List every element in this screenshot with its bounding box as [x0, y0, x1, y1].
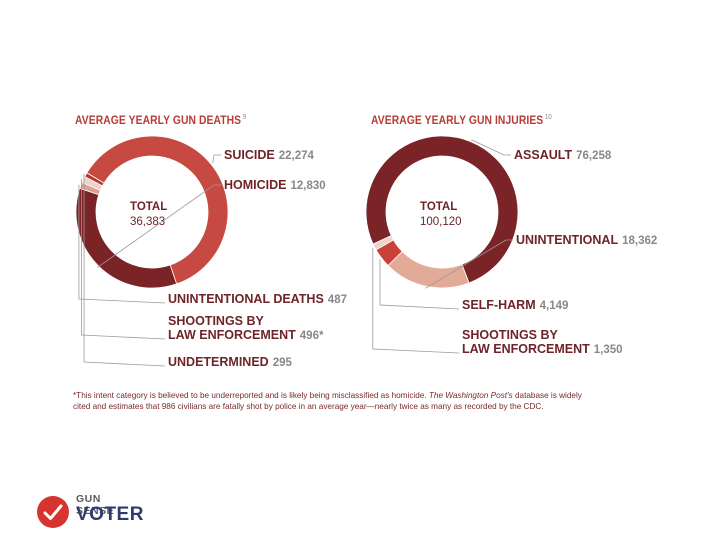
injuries-leader-line-shootings-by-law-enforcement — [372, 247, 460, 354]
deaths-label-text-unintentional-deaths: UNINTENTIONAL DEATHS 487 — [168, 292, 347, 306]
deaths-leader-line-undetermined — [83, 173, 166, 367]
injuries-chart-title: AVERAGE YEARLY GUN INJURIES 10 — [371, 113, 552, 127]
deaths-value-unintentional-deaths: 487 — [328, 294, 347, 306]
injuries-label-text-shootings-by-law-enforcement: LAW ENFORCEMENT 1,350 — [462, 342, 623, 356]
checkmark-badge-icon — [37, 496, 69, 528]
deaths-label-text-undetermined: UNDETERMINED 295 — [168, 355, 292, 369]
deaths-label-suicide: SUICIDE 22,274 — [224, 148, 314, 162]
deaths-leader-line-suicide — [212, 154, 221, 164]
deaths-value-suicide: 22,274 — [279, 150, 315, 162]
footnote-line-2: cited and estimates that 986 civilians a… — [73, 402, 544, 411]
deaths-leader-line-unintentional-deaths — [78, 184, 166, 304]
deaths-value-homicide: 12,830 — [291, 180, 326, 192]
injuries-value-unintentional: 18,362 — [622, 235, 657, 247]
injuries-value-self-harm: 4,149 — [540, 300, 569, 312]
injuries-leader-line-assault — [471, 139, 511, 156]
injuries-label-text-shootings-by-law-enforcement: SHOOTINGS BY — [462, 328, 559, 342]
injuries-label-text-assault: ASSAULT 76,258 — [514, 148, 612, 162]
injuries-label-text-unintentional: UNINTENTIONAL 18,362 — [516, 233, 657, 247]
injuries-total-label: TOTAL — [420, 201, 457, 213]
injuries-label-unintentional: UNINTENTIONAL 18,362 — [516, 233, 657, 247]
injuries-slice-assault — [365, 135, 519, 284]
deaths-leader-line-shootings-by-law-enforcement — [81, 178, 166, 340]
injuries-value-assault: 76,258 — [576, 150, 612, 162]
footnote: *This intent category is believed to be … — [73, 390, 663, 412]
injuries-label-assault: ASSAULT 76,258 — [514, 148, 612, 162]
injuries-total-value: 100,120 — [420, 216, 462, 228]
deaths-label-text-suicide: SUICIDE 22,274 — [224, 148, 314, 162]
injuries-value-shootings-by-law-enforcement: 1,350 — [594, 344, 623, 356]
deaths-label-text-shootings-by-law-enforcement: LAW ENFORCEMENT 496* — [168, 328, 324, 342]
deaths-leader-line-homicide — [97, 184, 221, 268]
injuries-label-text-self-harm: SELF-HARM 4,149 — [462, 298, 568, 312]
injuries-label-self-harm: SELF-HARM 4,149 — [462, 298, 568, 312]
footnote-line-1: *This intent category is believed to be … — [73, 391, 582, 400]
deaths-label-undetermined: UNDETERMINED 295 — [168, 355, 292, 369]
deaths-slice-suicide — [86, 135, 229, 285]
logo-text-line2: VOTER — [76, 504, 144, 525]
gun-sense-voter-logo: GUN SENSE VOTER — [36, 493, 143, 533]
deaths-label-unintentional-deaths: UNINTENTIONAL DEATHS 487 — [168, 292, 347, 306]
deaths-chart-title: AVERAGE YEARLY GUN DEATHS 9 — [75, 113, 247, 127]
deaths-label-text-shootings-by-law-enforcement: SHOOTINGS BY — [168, 314, 265, 328]
deaths-label-text-homicide: HOMICIDE 12,830 — [224, 178, 326, 192]
deaths-slice-undetermined — [84, 172, 105, 187]
logo-text-line1: GUN SENSE — [76, 493, 115, 517]
injuries-leader-line-unintentional — [425, 239, 513, 289]
deaths-value-shootings-by-law-enforcement: 496* — [300, 330, 324, 342]
deaths-total-value: 36,383 — [130, 216, 165, 228]
deaths-label-homicide: HOMICIDE 12,830 — [224, 178, 326, 192]
injuries-leader-line-self-harm — [379, 259, 460, 310]
deaths-total-label: TOTAL — [130, 201, 167, 213]
deaths-value-undetermined: 295 — [273, 357, 293, 369]
injuries-slice-shootings-by-law-enforcement — [372, 235, 394, 251]
